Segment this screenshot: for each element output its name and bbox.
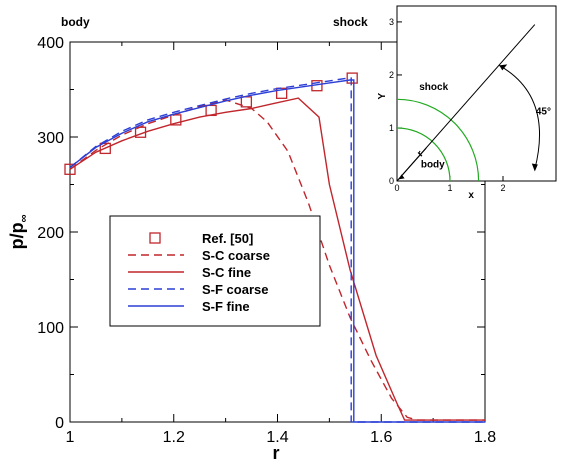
y-axis-label-sub: ∞ bbox=[18, 214, 30, 222]
inset-x-axis-label: x bbox=[468, 190, 474, 201]
x-tick-label: 1 bbox=[66, 429, 75, 446]
inset-y-axis-label: Y bbox=[377, 92, 388, 99]
legend-label-ref-50: Ref. [50] bbox=[202, 231, 253, 246]
series-line-s-c-coarse bbox=[69, 99, 485, 421]
inset-y-tick-label: 2 bbox=[389, 70, 394, 80]
legend-label-s-c-coarse: S-C coarse bbox=[202, 248, 270, 263]
inset-shock-label: shock bbox=[419, 82, 448, 93]
inset-angle-arrow-head-top bbox=[499, 64, 508, 71]
legend-label-s-f-fine: S-F fine bbox=[202, 299, 250, 314]
shock-annotation: shock bbox=[333, 15, 368, 29]
legend-symbol-ref-50 bbox=[149, 232, 161, 244]
inset-y-tick-label: 3 bbox=[389, 17, 394, 27]
legend: Ref. [50] S-C coarse S-C fine S-F coarse S-F… bbox=[109, 215, 321, 327]
legend-items: Ref. [50] S-C coarse S-C fine S-F coarse S-F… bbox=[128, 231, 270, 314]
inset-diagram: 0 1 2 0 1 2 3 x Yr 45° shock body bbox=[377, 5, 557, 201]
x-tick-label: 1.6 bbox=[370, 429, 392, 446]
legend-label-s-c-fine: S-C fine bbox=[202, 265, 251, 280]
inset-shock-circle bbox=[396, 98, 480, 182]
svg-text:p/p∞: p/p∞ bbox=[7, 214, 30, 249]
x-tick-label: 1.8 bbox=[474, 429, 496, 446]
ref-marker-point bbox=[346, 72, 358, 84]
y-axis-label: p/p∞ bbox=[7, 214, 30, 249]
x-axis-label: r bbox=[272, 443, 279, 463]
legend-label-s-f-coarse: S-F coarse bbox=[202, 282, 268, 297]
inset-angle-arc bbox=[499, 64, 541, 170]
inset-r-label: r bbox=[415, 149, 426, 160]
x-tick-label: 1.2 bbox=[163, 429, 185, 446]
x-tick-label: 1.4 bbox=[266, 429, 288, 446]
series-line-s-f-coarse bbox=[69, 77, 485, 423]
inset-angle-label: 45° bbox=[536, 107, 551, 118]
inset-r-arrow-shaft bbox=[400, 147, 427, 177]
legend-box bbox=[109, 215, 321, 327]
inset-x-tick-label: 2 bbox=[500, 183, 505, 193]
ref-marker-point bbox=[240, 96, 253, 108]
y-axis-label-main: p/p bbox=[7, 222, 27, 249]
ref-marker-point bbox=[64, 163, 76, 175]
inset-body-circle bbox=[396, 127, 451, 182]
inset-y-tick-label: 0 bbox=[389, 176, 394, 186]
series-line-s-c-fine bbox=[69, 97, 485, 421]
inset-body-label: body bbox=[421, 160, 445, 171]
y-tick-label: 200 bbox=[37, 225, 64, 242]
y-tick-label: 300 bbox=[37, 130, 64, 147]
ref-marker-point bbox=[99, 142, 111, 155]
inset-r-arrow-head bbox=[398, 174, 405, 180]
y-tick-label: 100 bbox=[37, 320, 64, 337]
inset-x-tick-label: 0 bbox=[394, 183, 399, 193]
ref-marker-point bbox=[275, 87, 288, 99]
inset-angle-arrow-head-bottom bbox=[531, 163, 538, 172]
series-line-s-f-fine bbox=[69, 79, 485, 423]
inset-x-tick-label: 1 bbox=[447, 183, 452, 193]
body-annotation: body bbox=[61, 15, 90, 29]
y-tick-label: 0 bbox=[55, 415, 64, 432]
inset-y-tick-label: 1 bbox=[389, 123, 394, 133]
series-layer bbox=[64, 72, 485, 423]
y-tick-label: 400 bbox=[37, 35, 64, 52]
